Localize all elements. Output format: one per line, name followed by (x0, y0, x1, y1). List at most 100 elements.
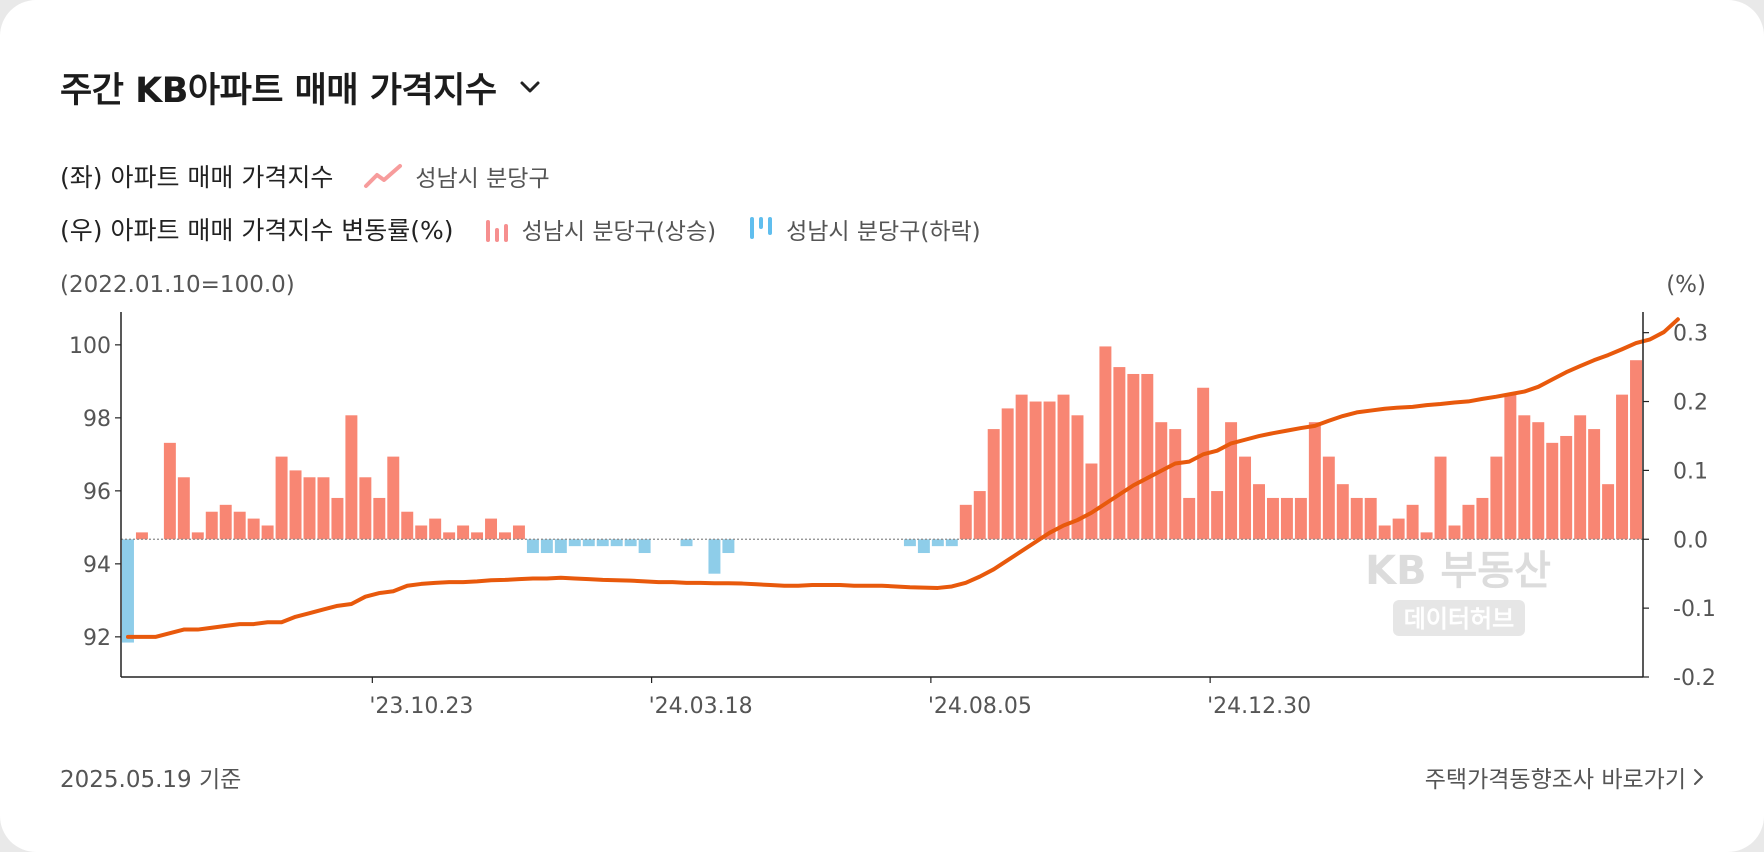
watermark-badge (1393, 600, 1525, 636)
bar-down (680, 539, 693, 547)
bar-up (219, 504, 232, 540)
chart-selector[interactable]: 주간 KB아파트 매매 가격지수 (60, 62, 545, 112)
bar-up (1504, 394, 1517, 540)
change-rate-bars (122, 346, 1642, 643)
bar-down (596, 539, 609, 547)
bar-up (1448, 525, 1461, 540)
bar-up (471, 532, 484, 540)
bar-up (1588, 429, 1601, 540)
bar-up (1336, 484, 1349, 540)
bar-up (387, 456, 400, 540)
bar-up (1071, 415, 1084, 540)
bar-up (499, 532, 511, 540)
watermark-text: KB 부동산 (1365, 548, 1551, 594)
bar-up (1574, 415, 1587, 540)
bar-up (1560, 435, 1573, 540)
bar-up (987, 429, 1000, 540)
chart-axes (120, 312, 1644, 678)
x-tick-label: '24.12.30 (1207, 694, 1311, 719)
bar-down (722, 539, 735, 554)
bar-down (917, 539, 930, 554)
bar-up (1141, 373, 1154, 540)
bar-up (1378, 525, 1391, 540)
bar-up (205, 511, 218, 540)
legend-item-line-label: 성남시 분당구 (415, 166, 550, 192)
right-tick-label: 0.2 (1673, 391, 1708, 416)
bar-up (1462, 504, 1475, 540)
bar-up (1043, 401, 1056, 540)
bar-down (945, 539, 958, 547)
chevron-down-icon[interactable] (515, 72, 545, 102)
bar-up (317, 477, 330, 540)
bar-up (1085, 463, 1098, 540)
bar-down (624, 539, 637, 547)
bar-up (359, 477, 372, 540)
bar-up (1099, 346, 1112, 540)
bar-up (1280, 497, 1293, 540)
bar-up (1602, 484, 1615, 540)
bar-up (1308, 422, 1321, 540)
survey-link[interactable]: 주택가격동향조사 바로가기 (1425, 760, 1706, 794)
price-index-chart: KB 부동산 데이터허브 92 94 96 98 100 0.3 0.2 0.1 0.0 -0.… (69, 312, 1716, 719)
watermark-badge-text: 데이터허브 (1404, 605, 1514, 633)
bar-up (1616, 394, 1629, 540)
legend-item-line[interactable]: 성남시 분당구 (363, 159, 550, 193)
bar-up (303, 477, 316, 540)
bar-up (1113, 367, 1126, 540)
legend-item-down[interactable]: 성남시 분당구(하락) (748, 212, 981, 246)
bar-up (275, 456, 288, 540)
right-tick-label: -0.2 (1673, 666, 1716, 691)
bar-up (1183, 497, 1196, 540)
bar-down (554, 539, 567, 554)
index-line-series (125, 317, 1680, 639)
bar-up (1322, 456, 1335, 540)
left-axis-ticks: 92 94 96 98 100 (69, 334, 121, 651)
left-axis-caption: (2022.01.10=100.0) (60, 272, 295, 298)
right-tick-label: 0.0 (1673, 528, 1708, 553)
left-tick-label: 92 (83, 626, 111, 651)
bar-up (1001, 408, 1014, 540)
bar-up (485, 518, 498, 540)
legend-row-left-axis: (좌) 아파트 매매 가격지수 성남시 분당구 (60, 158, 582, 194)
bar-up (1350, 497, 1363, 540)
bar-up (1266, 497, 1279, 540)
bar-up (163, 442, 176, 540)
bar-up (1239, 456, 1252, 540)
base-date: 2025.05.19 기준 (60, 767, 242, 793)
bar-up (1211, 491, 1224, 540)
bar-down (903, 539, 916, 547)
bar-down (540, 539, 553, 554)
bar-up (457, 525, 470, 540)
bar-up (247, 518, 260, 540)
bar-up (1253, 484, 1265, 540)
bar-down-icon (750, 217, 773, 239)
right-axis-caption: (%) (1666, 272, 1706, 298)
legend-item-up-label: 성남시 분당구(상승) (521, 219, 717, 245)
bar-up (1294, 497, 1307, 540)
x-axis-ticks: '23.10.23 '24.03.18 '24.08.05 '24.12.30 (369, 677, 1311, 719)
bar-up-icon (485, 220, 508, 242)
bar-up (289, 470, 302, 540)
bar-down (122, 539, 134, 643)
bar-up (1490, 456, 1503, 540)
bar-up (373, 497, 386, 540)
legend-item-up[interactable]: 성남시 분당구(상승) (484, 212, 717, 246)
bar-up (233, 511, 246, 540)
x-tick-label: '24.03.18 (649, 694, 753, 719)
bar-up (1546, 442, 1559, 540)
bar-up (345, 415, 358, 540)
bar-up (415, 525, 428, 540)
left-tick-label: 100 (69, 334, 111, 359)
bar-down (568, 539, 581, 547)
watermark: KB 부동산 데이터허브 (1365, 548, 1551, 636)
x-tick-label: '23.10.23 (369, 694, 473, 719)
bar-up (1476, 497, 1489, 540)
bar-up (1155, 422, 1168, 540)
bar-up (1029, 401, 1042, 540)
legend-right-axis-label: (우) 아파트 매매 가격지수 변동률(%) (60, 216, 454, 245)
bar-up (1630, 360, 1642, 540)
right-tick-label: 0.3 (1673, 322, 1708, 347)
legend-item-down-label: 성남시 분당구(하락) (786, 219, 981, 245)
right-tick-label: 0.1 (1673, 459, 1708, 484)
bar-down (582, 539, 595, 547)
